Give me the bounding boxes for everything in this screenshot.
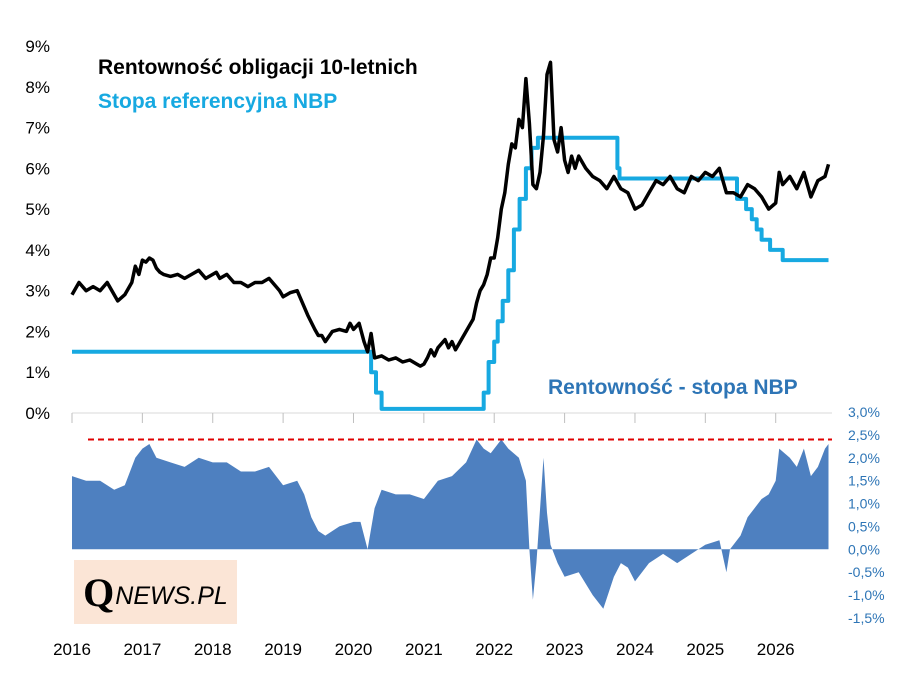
y-tick-label: 7% <box>25 119 50 138</box>
x-tick-label: 2023 <box>546 640 584 659</box>
x-tick-label: 2025 <box>686 640 724 659</box>
logo-letter: Q <box>83 569 115 615</box>
y-tick-label: 5% <box>25 200 50 219</box>
y-tick-label: 0% <box>25 404 50 423</box>
spread-area <box>72 439 829 609</box>
x-tick-label: 2019 <box>264 640 302 659</box>
x-tick-label: 2016 <box>53 640 91 659</box>
bottom-chart: 3,0% 2,5% 2,0% 1,5% 1,0% 0,5% 0,0% -0,5% -1,0% -1… <box>72 404 885 626</box>
y-tick-label: 4% <box>25 241 50 260</box>
y-tick-label: 9% <box>25 37 50 56</box>
y2-tick-label: 0,0% <box>848 541 880 557</box>
qnews-logo: Q NEWS.PL <box>74 560 237 624</box>
y2-tick-label: 1,5% <box>848 473 880 489</box>
rate-series-line <box>72 135 829 411</box>
y-tick-label: 2% <box>25 322 50 341</box>
y-tick-label: 6% <box>25 159 50 178</box>
x-tick-label: 2020 <box>335 640 373 659</box>
chart-title-yield: Rentowność obligacji 10-letnich <box>98 56 418 79</box>
y2-tick-label: 0,5% <box>848 518 880 534</box>
y2-tick-label: -0,5% <box>848 564 885 580</box>
x-tick-label: 2021 <box>405 640 443 659</box>
y2-tick-label: -1,0% <box>848 587 885 603</box>
logo-text: NEWS.PL <box>115 581 228 610</box>
x-tick-label: 2026 <box>757 640 795 659</box>
y-tick-label: 1% <box>25 363 50 382</box>
yield-series-line <box>70 60 831 368</box>
x-tick-label: 2022 <box>475 640 513 659</box>
y-tick-label: 3% <box>25 282 50 301</box>
x-tick-label: 2024 <box>616 640 654 659</box>
x-tick-label: 2018 <box>194 640 232 659</box>
y2-tick-label: 3,0% <box>848 404 880 420</box>
y-tick-label: 8% <box>25 78 50 97</box>
chart-title-rate: Stopa referencyjna NBP <box>98 90 337 113</box>
y2-tick-label: -1,5% <box>848 610 885 626</box>
y2-tick-label: 2,5% <box>848 427 880 443</box>
y2-tick-label: 2,0% <box>848 450 880 466</box>
x-axis: 2016 2017 2018 2019 2020 2021 2022 2023 2024 2025… <box>53 413 795 659</box>
x-tick-label: 2017 <box>123 640 161 659</box>
chart-title-spread: Rentowność - stopa NBP <box>548 376 798 399</box>
y2-tick-label: 1,0% <box>848 496 880 512</box>
